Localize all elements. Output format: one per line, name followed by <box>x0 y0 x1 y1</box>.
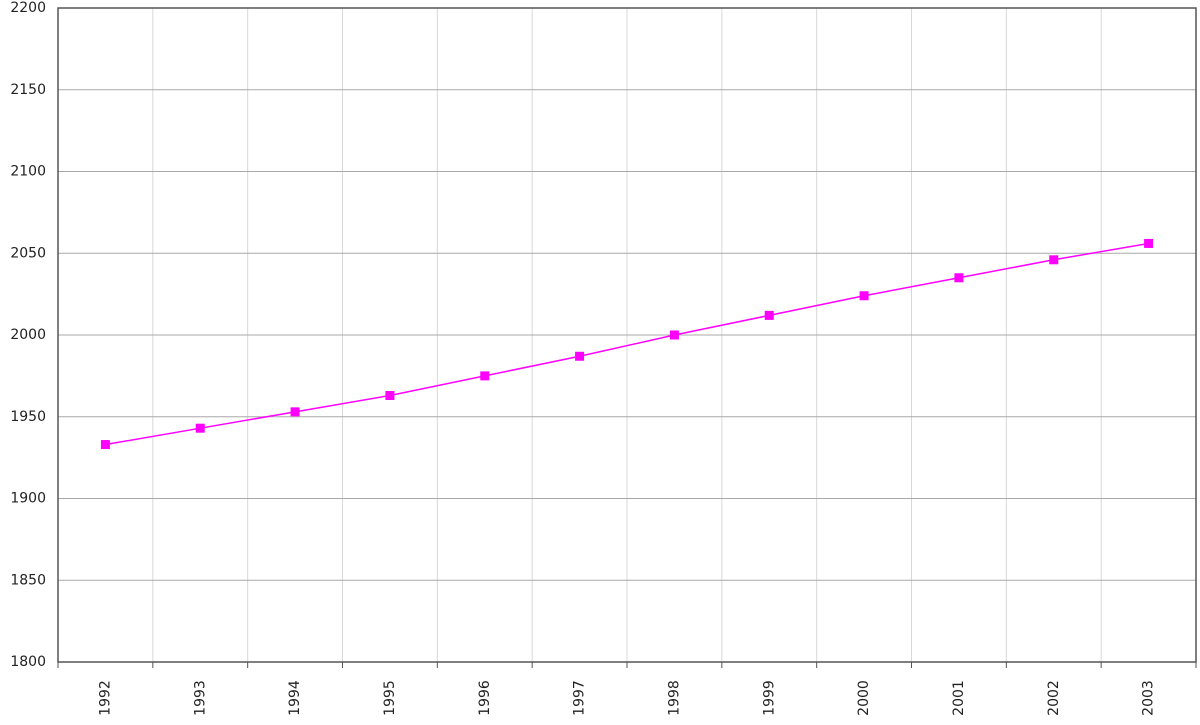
x-tick-label: 1992 <box>97 680 113 716</box>
marker <box>385 390 395 400</box>
marker <box>764 310 774 320</box>
marker <box>100 440 110 450</box>
x-tick-label: 1993 <box>192 680 208 716</box>
x-tick-label: 1999 <box>761 680 777 716</box>
x-tick-label: 2002 <box>1046 680 1062 716</box>
y-tick-label: 2150 <box>10 82 46 98</box>
x-tick-label: 2000 <box>856 680 872 716</box>
y-tick-label: 2100 <box>10 164 46 180</box>
y-tick-label: 1950 <box>10 409 46 425</box>
line <box>105 242 1149 446</box>
marker <box>480 371 490 381</box>
y-tick-label: 1900 <box>10 491 46 507</box>
marker <box>195 423 205 433</box>
marker <box>290 407 300 417</box>
x-tick-label: 2001 <box>951 680 967 716</box>
marker <box>1144 238 1154 248</box>
x-tick-label: 1996 <box>477 680 493 716</box>
x-tick-label: 1998 <box>666 680 682 716</box>
x-tick-label: 1995 <box>382 680 398 716</box>
marker <box>954 273 964 283</box>
y-tick-label: 1800 <box>10 654 46 670</box>
x-tick-label: 1997 <box>572 680 588 716</box>
x-tick-label: 2003 <box>1141 680 1157 716</box>
marker <box>575 351 585 361</box>
y-tick-label: 2050 <box>10 245 46 261</box>
marker <box>859 291 869 301</box>
y-tick-label: 2000 <box>10 327 46 343</box>
marker <box>669 330 679 340</box>
y-tick-label: 2200 <box>10 0 46 16</box>
y-tick-label: 1850 <box>10 572 46 588</box>
x-tick-label: 1994 <box>287 680 303 716</box>
marker <box>1049 255 1059 265</box>
